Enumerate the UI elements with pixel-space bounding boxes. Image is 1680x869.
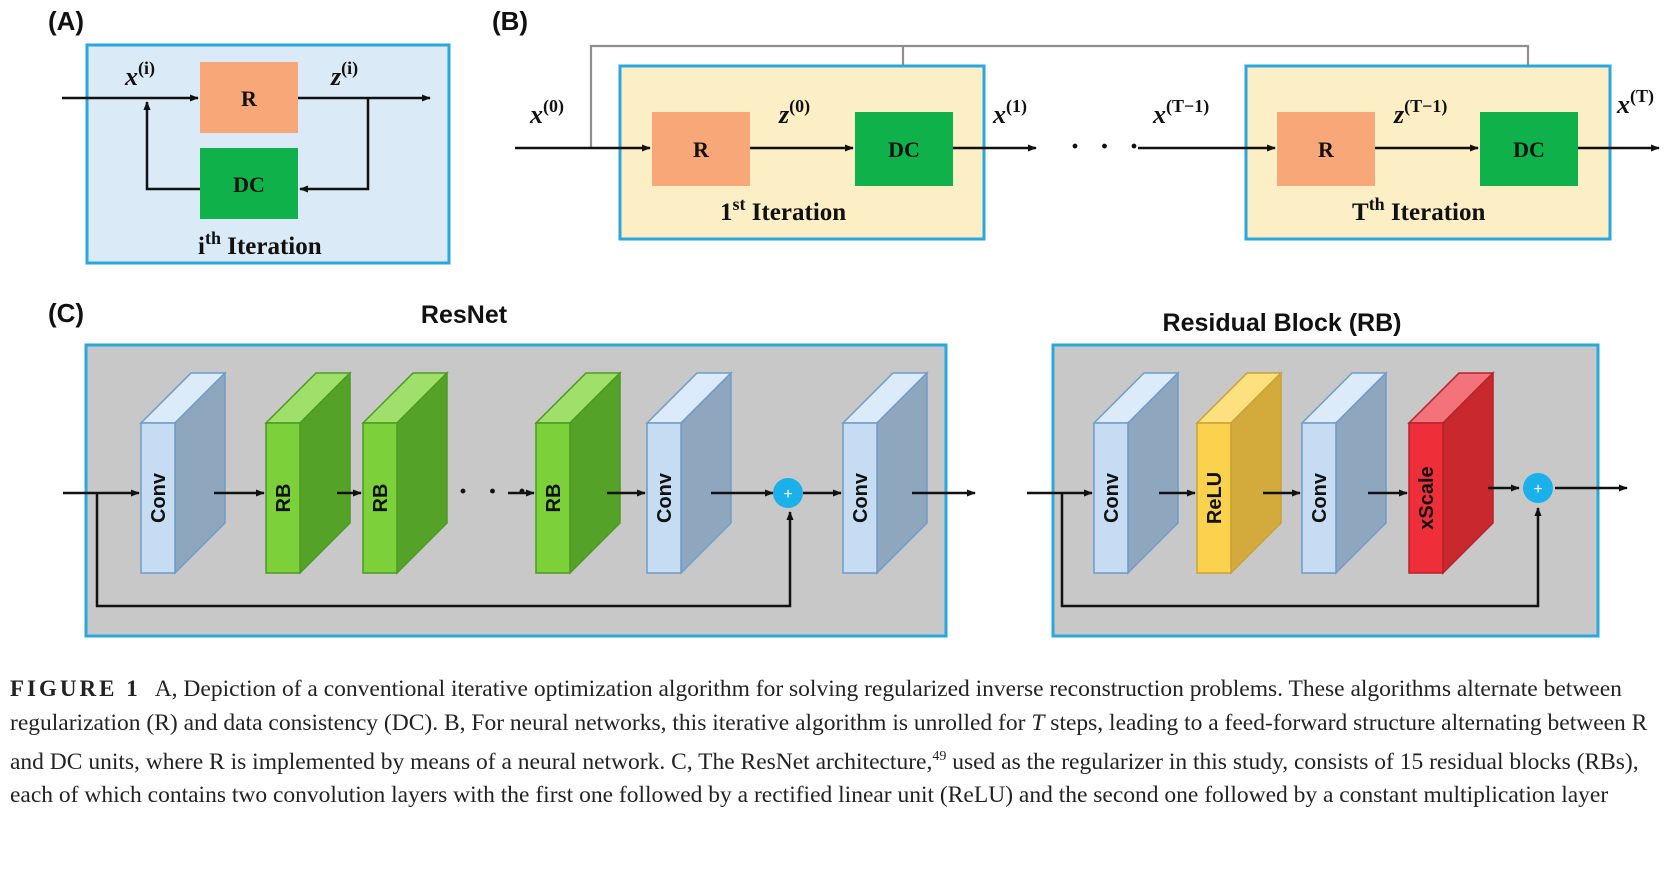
- b-r1-box: [652, 112, 750, 186]
- b-iter1-label: 1st Iteration: [720, 194, 846, 226]
- a-dc-box: [200, 148, 298, 219]
- c-resnet-adder-plus: +: [783, 486, 792, 503]
- b-x0: x(0): [529, 96, 564, 129]
- figure-label: FIGURE 1: [10, 676, 141, 701]
- c-rb-relu: ReLU: [1195, 371, 1283, 575]
- c-resnet-conv-3-label: Conv: [850, 472, 872, 523]
- c-rb-conv-1-front-face: [1093, 422, 1129, 574]
- b-z0: z(0): [778, 96, 810, 129]
- panel-b-letter: (B): [492, 6, 528, 36]
- a-r-box: [200, 62, 298, 133]
- b-rT-box: [1277, 112, 1375, 186]
- c-resnet-rb-1-label: RB: [273, 484, 295, 513]
- b-iterT-label: Tth Iteration: [1352, 194, 1485, 226]
- a-input-var: x(i): [124, 58, 155, 91]
- blocks-layer: Conv RB RB RB Conv Conv Conv ReLU Conv xScale: [139, 371, 1495, 575]
- b-dots: · · ·: [1070, 130, 1145, 163]
- c-resnet-conv-2-front-face: [646, 422, 682, 574]
- c-resnet-rb-2-label: RB: [370, 484, 392, 513]
- c-rb-conv-2-label: Conv: [1309, 472, 1331, 523]
- b-zT1: z(T−1): [1393, 96, 1447, 129]
- caption-var-t: T: [1031, 709, 1045, 736]
- c-rb-xscale-front-face: [1408, 422, 1444, 574]
- b-x1: x(1): [992, 96, 1027, 129]
- caption-text-1: A, Depiction of a conventional iterative…: [10, 676, 1622, 736]
- b-dcT-label: DC: [1513, 137, 1545, 162]
- c-resnet-conv-2-label: Conv: [654, 472, 676, 523]
- c-resnet-rb-1-front-face: [265, 422, 301, 574]
- b-xT: x(T): [1616, 86, 1654, 119]
- b-dc1-label: DC: [888, 137, 920, 162]
- c-rb-xscale-label: xScale: [1416, 466, 1438, 529]
- resnet-title: ResNet: [421, 301, 508, 329]
- c-rb-xscale: xScale: [1407, 371, 1495, 575]
- panel-a-letter: (A): [48, 6, 84, 36]
- b-rT-label: R: [1318, 137, 1335, 162]
- caption-text-3: used as the regularizer in this study, c…: [10, 748, 1639, 809]
- b-dc1-box: [855, 112, 953, 186]
- c-rb-relu-label: ReLU: [1204, 472, 1226, 524]
- c-resnet-conv-1-front-face: [140, 422, 176, 574]
- c-resnet-rb-2: RB: [361, 371, 449, 575]
- c-rb-skip: [1060, 493, 1542, 608]
- c-rb-relu-front-face: [1196, 422, 1232, 574]
- panel-c-letter: (C): [48, 298, 84, 328]
- caption-ref: 49: [932, 749, 947, 764]
- c-resnet-adder: [773, 478, 803, 508]
- a-iteration-label: ith Iteration: [198, 228, 322, 260]
- c-rb-conv-1-label: Conv: [1101, 472, 1123, 523]
- c-rb-conv-2: Conv: [1300, 371, 1388, 575]
- c-resnet-conv-1-label: Conv: [148, 472, 170, 523]
- a-feedback-to-dc: [299, 98, 370, 193]
- b-dcT-box: [1480, 112, 1578, 186]
- figure-caption: FIGURE 1 A, Depiction of a conventional i…: [10, 672, 1670, 813]
- c-resnet-skip: [95, 493, 794, 608]
- b-r1-label: R: [693, 137, 710, 162]
- c-resnet-rb-3: RB: [534, 371, 622, 575]
- a-output-var: z(i): [330, 58, 358, 91]
- c-rb-conv-2-front-face: [1301, 422, 1337, 574]
- c-resnet-rb-3-front-face: [535, 422, 571, 574]
- c-resnet-conv-2: Conv: [645, 371, 733, 575]
- c-resnet-conv-3: Conv: [841, 371, 929, 575]
- c-resnet-rb-1: RB: [264, 371, 352, 575]
- rb-title: Residual Block (RB): [1163, 309, 1402, 337]
- caption-text-2: steps, leading to a feed-forward structu…: [10, 709, 1648, 775]
- a-feedback-to-input: [143, 101, 200, 191]
- c-resnet-rb-3-label: RB: [543, 484, 565, 513]
- c-resnet-conv-1: Conv: [139, 371, 227, 575]
- c-resnet-rb-2-front-face: [362, 422, 398, 574]
- a-dc-label: DC: [233, 172, 265, 197]
- b-xT1: x(T−1): [1152, 96, 1209, 129]
- c-rb-adder-plus: +: [1533, 481, 1542, 498]
- c-resnet-dots: · · ·: [458, 475, 533, 508]
- c-rb-conv-1: Conv: [1092, 371, 1180, 575]
- a-r-label: R: [241, 86, 258, 111]
- c-resnet-conv-3-front-face: [842, 422, 878, 574]
- c-rb-adder: [1523, 473, 1553, 503]
